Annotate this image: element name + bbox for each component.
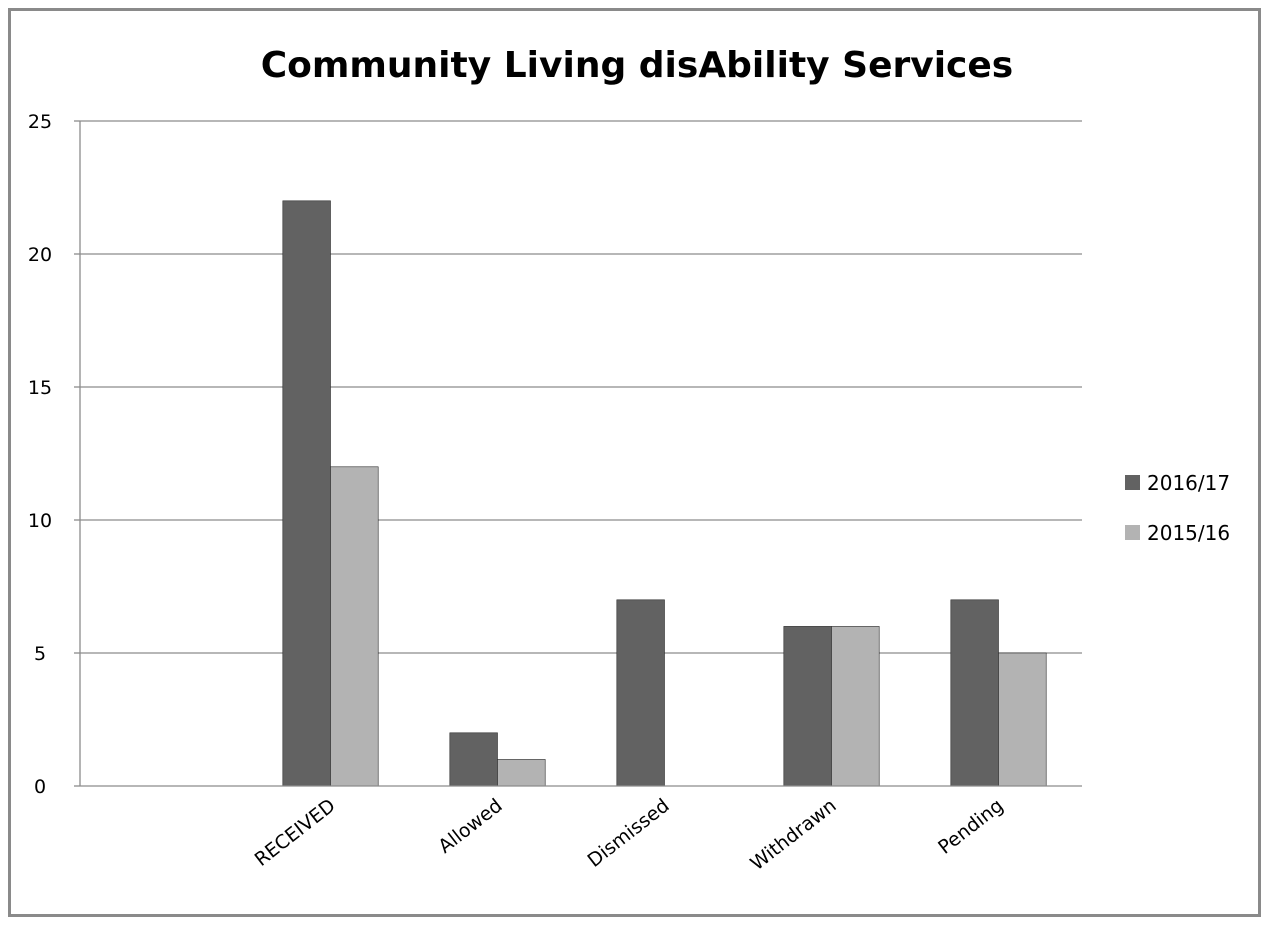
legend-label: 2015/16 — [1147, 521, 1230, 545]
y-tick-label: 0 — [34, 776, 46, 798]
axes — [74, 120, 1082, 787]
x-category-label: Pending — [934, 795, 1007, 859]
gridlines — [80, 120, 1082, 654]
y-tick-label: 10 — [28, 510, 52, 532]
legend-swatch — [1125, 525, 1140, 540]
y-tick-labels: 0 5 10 15 20 25 — [28, 111, 52, 798]
x-category-label: Allowed — [434, 795, 506, 858]
bar — [783, 626, 832, 787]
bar — [950, 599, 999, 787]
legend: 2016/17 2015/16 — [1125, 471, 1230, 545]
bar — [449, 732, 498, 787]
x-category-label: Dismissed — [583, 795, 673, 872]
y-tick-label: 20 — [28, 244, 52, 266]
y-tick-label: 5 — [34, 643, 46, 665]
x-category-label: RECEIVED — [251, 795, 340, 871]
y-tick-label: 15 — [28, 377, 52, 399]
bar — [616, 599, 665, 787]
y-tick-label: 25 — [28, 111, 52, 133]
bar — [497, 759, 546, 787]
bars — [282, 200, 1047, 787]
bar — [831, 626, 880, 787]
x-category-label: Withdrawn — [746, 795, 840, 875]
legend-label: 2016/17 — [1147, 471, 1230, 495]
chart-title: Community Living disAbility Services — [261, 45, 1013, 86]
bar — [330, 466, 379, 787]
bar — [998, 652, 1047, 787]
bar — [282, 200, 331, 787]
x-category-labels: RECEIVED Allowed Dismissed Withdrawn Pending — [251, 795, 1008, 875]
legend-swatch — [1125, 475, 1140, 490]
